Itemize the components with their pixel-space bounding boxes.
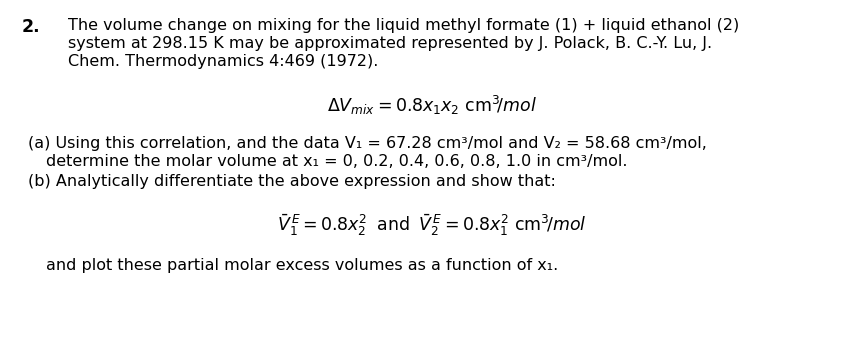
Text: (b) Analytically differentiate the above expression and show that:: (b) Analytically differentiate the above… <box>28 174 556 189</box>
Text: (a) Using this correlation, and the data V₁ = 67.28 cm³/mol and V₂ = 58.68 cm³/m: (a) Using this correlation, and the data… <box>28 136 707 151</box>
Text: and plot these partial molar excess volumes as a function of x₁.: and plot these partial molar excess volu… <box>46 258 558 273</box>
Text: 2.: 2. <box>22 18 41 36</box>
Text: Chem. Thermodynamics 4:469 (1972).: Chem. Thermodynamics 4:469 (1972). <box>68 54 378 69</box>
Text: determine the molar volume at x₁ = 0, 0.2, 0.4, 0.6, 0.8, 1.0 in cm³/mol.: determine the molar volume at x₁ = 0, 0.… <box>46 154 627 169</box>
Text: system at 298.15 K may be approximated represented by J. Polack, B. C.-Y. Lu, J.: system at 298.15 K may be approximated r… <box>68 36 712 51</box>
Text: $\Delta V_{mix} = 0.8x_1x_2\ \mathrm{cm}^3\!/\mathit{mol}$: $\Delta V_{mix} = 0.8x_1x_2\ \mathrm{cm}… <box>327 94 537 117</box>
Text: $\bar{V}_1^{\,E} = 0.8x_2^2\;\;\mathrm{and}\;\; \bar{V}_2^{\,E} = 0.8x_1^2\ \mat: $\bar{V}_1^{\,E} = 0.8x_2^2\;\;\mathrm{a… <box>277 212 587 238</box>
Text: The volume change on mixing for the liquid methyl formate (1) + liquid ethanol (: The volume change on mixing for the liqu… <box>68 18 740 33</box>
